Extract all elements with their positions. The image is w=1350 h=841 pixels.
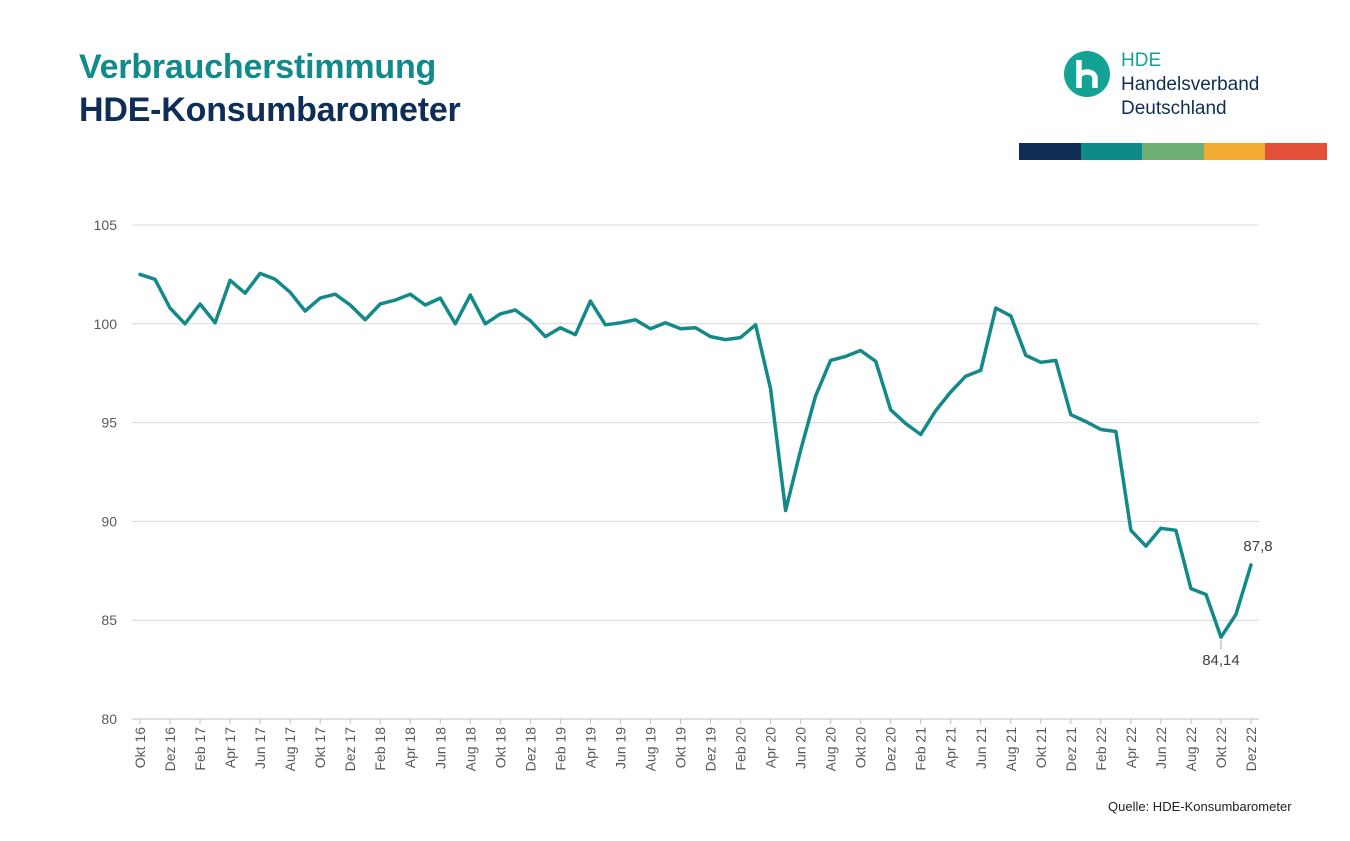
x-tick-label: Okt 18 [492,727,508,768]
hde-h-logo-icon [1064,51,1110,97]
x-tick-label: Okt 17 [312,727,328,768]
x-axis [132,718,1259,724]
x-tick-label: Feb 21 [913,727,929,771]
y-tick-label: 95 [101,415,117,431]
x-tick-label: Apr 19 [582,727,598,768]
x-tick-label: Apr 20 [763,727,779,768]
x-tick-label: Okt 22 [1213,727,1229,768]
x-tick-label: Jun 20 [793,727,809,769]
gridlines [132,224,1259,621]
x-tick-label: Dez 19 [703,727,719,772]
x-tick-label: Jun 22 [1153,727,1169,769]
chart-title-line2: HDE-Konsumbarometer [79,91,461,129]
data-label: 87,8 [1243,538,1272,555]
source-note: Quelle: HDE-Konsumbarometer [1108,799,1292,814]
x-tick-label: Okt 16 [132,727,148,768]
x-tick-label: Dez 22 [1243,727,1259,772]
x-tick-label: Okt 21 [1033,727,1049,768]
x-tick-label: Okt 20 [853,727,869,768]
x-tick-label: Apr 18 [402,727,418,768]
x-tick-label: Feb 19 [552,727,568,771]
x-tick-label: Dez 20 [883,727,899,772]
x-tick-label: Jun 17 [252,727,268,769]
x-tick-label: Dez 21 [1063,727,1079,772]
series-line [138,271,1253,639]
x-tick-label: Feb 17 [192,727,208,771]
x-tick-label: Aug 19 [642,727,658,772]
x-tick-label: Feb 18 [372,727,388,771]
series-group [138,271,1253,639]
x-tick-label: Jun 21 [973,727,989,769]
x-tick-label: Aug 22 [1183,727,1199,772]
logo-line-handelsverband: Handelsverband [1121,74,1260,95]
x-tick-label: Aug 17 [282,727,298,772]
y-tick-label: 85 [101,612,117,628]
data-label: 84,14 [1202,652,1240,669]
color-bar-segment [1142,143,1204,160]
x-tick-label: Aug 18 [462,727,478,772]
color-bar-segment [1080,143,1143,160]
x-tick-label: Dez 17 [342,727,358,772]
color-bar-segment [1019,143,1081,160]
x-tick-label: Jun 18 [432,727,448,769]
y-axis-ticks: 80 85 90 95 100 105 [94,217,118,727]
x-tick-label: Okt 19 [672,727,688,768]
chart-title-line1: Verbraucherstimmung [79,48,437,86]
y-tick-label: 80 [101,711,117,727]
x-tick-label: Dez 18 [522,727,538,772]
x-tick-label: Jun 19 [612,727,628,769]
y-tick-label: 100 [94,316,118,332]
y-tick-label: 105 [94,217,118,233]
x-tick-label: Dez 16 [162,727,178,772]
x-tick-label: Apr 22 [1123,727,1139,768]
logo-line-hde: HDE [1121,50,1162,71]
x-tick-label: Aug 21 [1003,727,1019,772]
x-tick-label: Feb 22 [1093,727,1109,771]
color-bar-segment [1203,143,1266,160]
logo-line-deutschland: Deutschland [1121,98,1227,119]
y-tick-label: 90 [101,513,117,529]
x-tick-label: Aug 20 [823,727,839,772]
annotations: 84,14 87,8 [1202,538,1272,669]
color-bar-segment [1265,143,1327,160]
x-tick-label: Apr 21 [943,727,959,768]
x-tick-label: Feb 20 [733,727,749,771]
brand-color-bar [1019,143,1327,160]
x-axis-tick-labels: Okt 16 Dez 16 Feb 17 Apr 17 Jun 17 Aug 17 Okt … [132,727,1259,772]
logo-text: HDE Handelsverband Deutschland [1121,49,1259,121]
x-tick-label: Apr 17 [222,727,238,768]
